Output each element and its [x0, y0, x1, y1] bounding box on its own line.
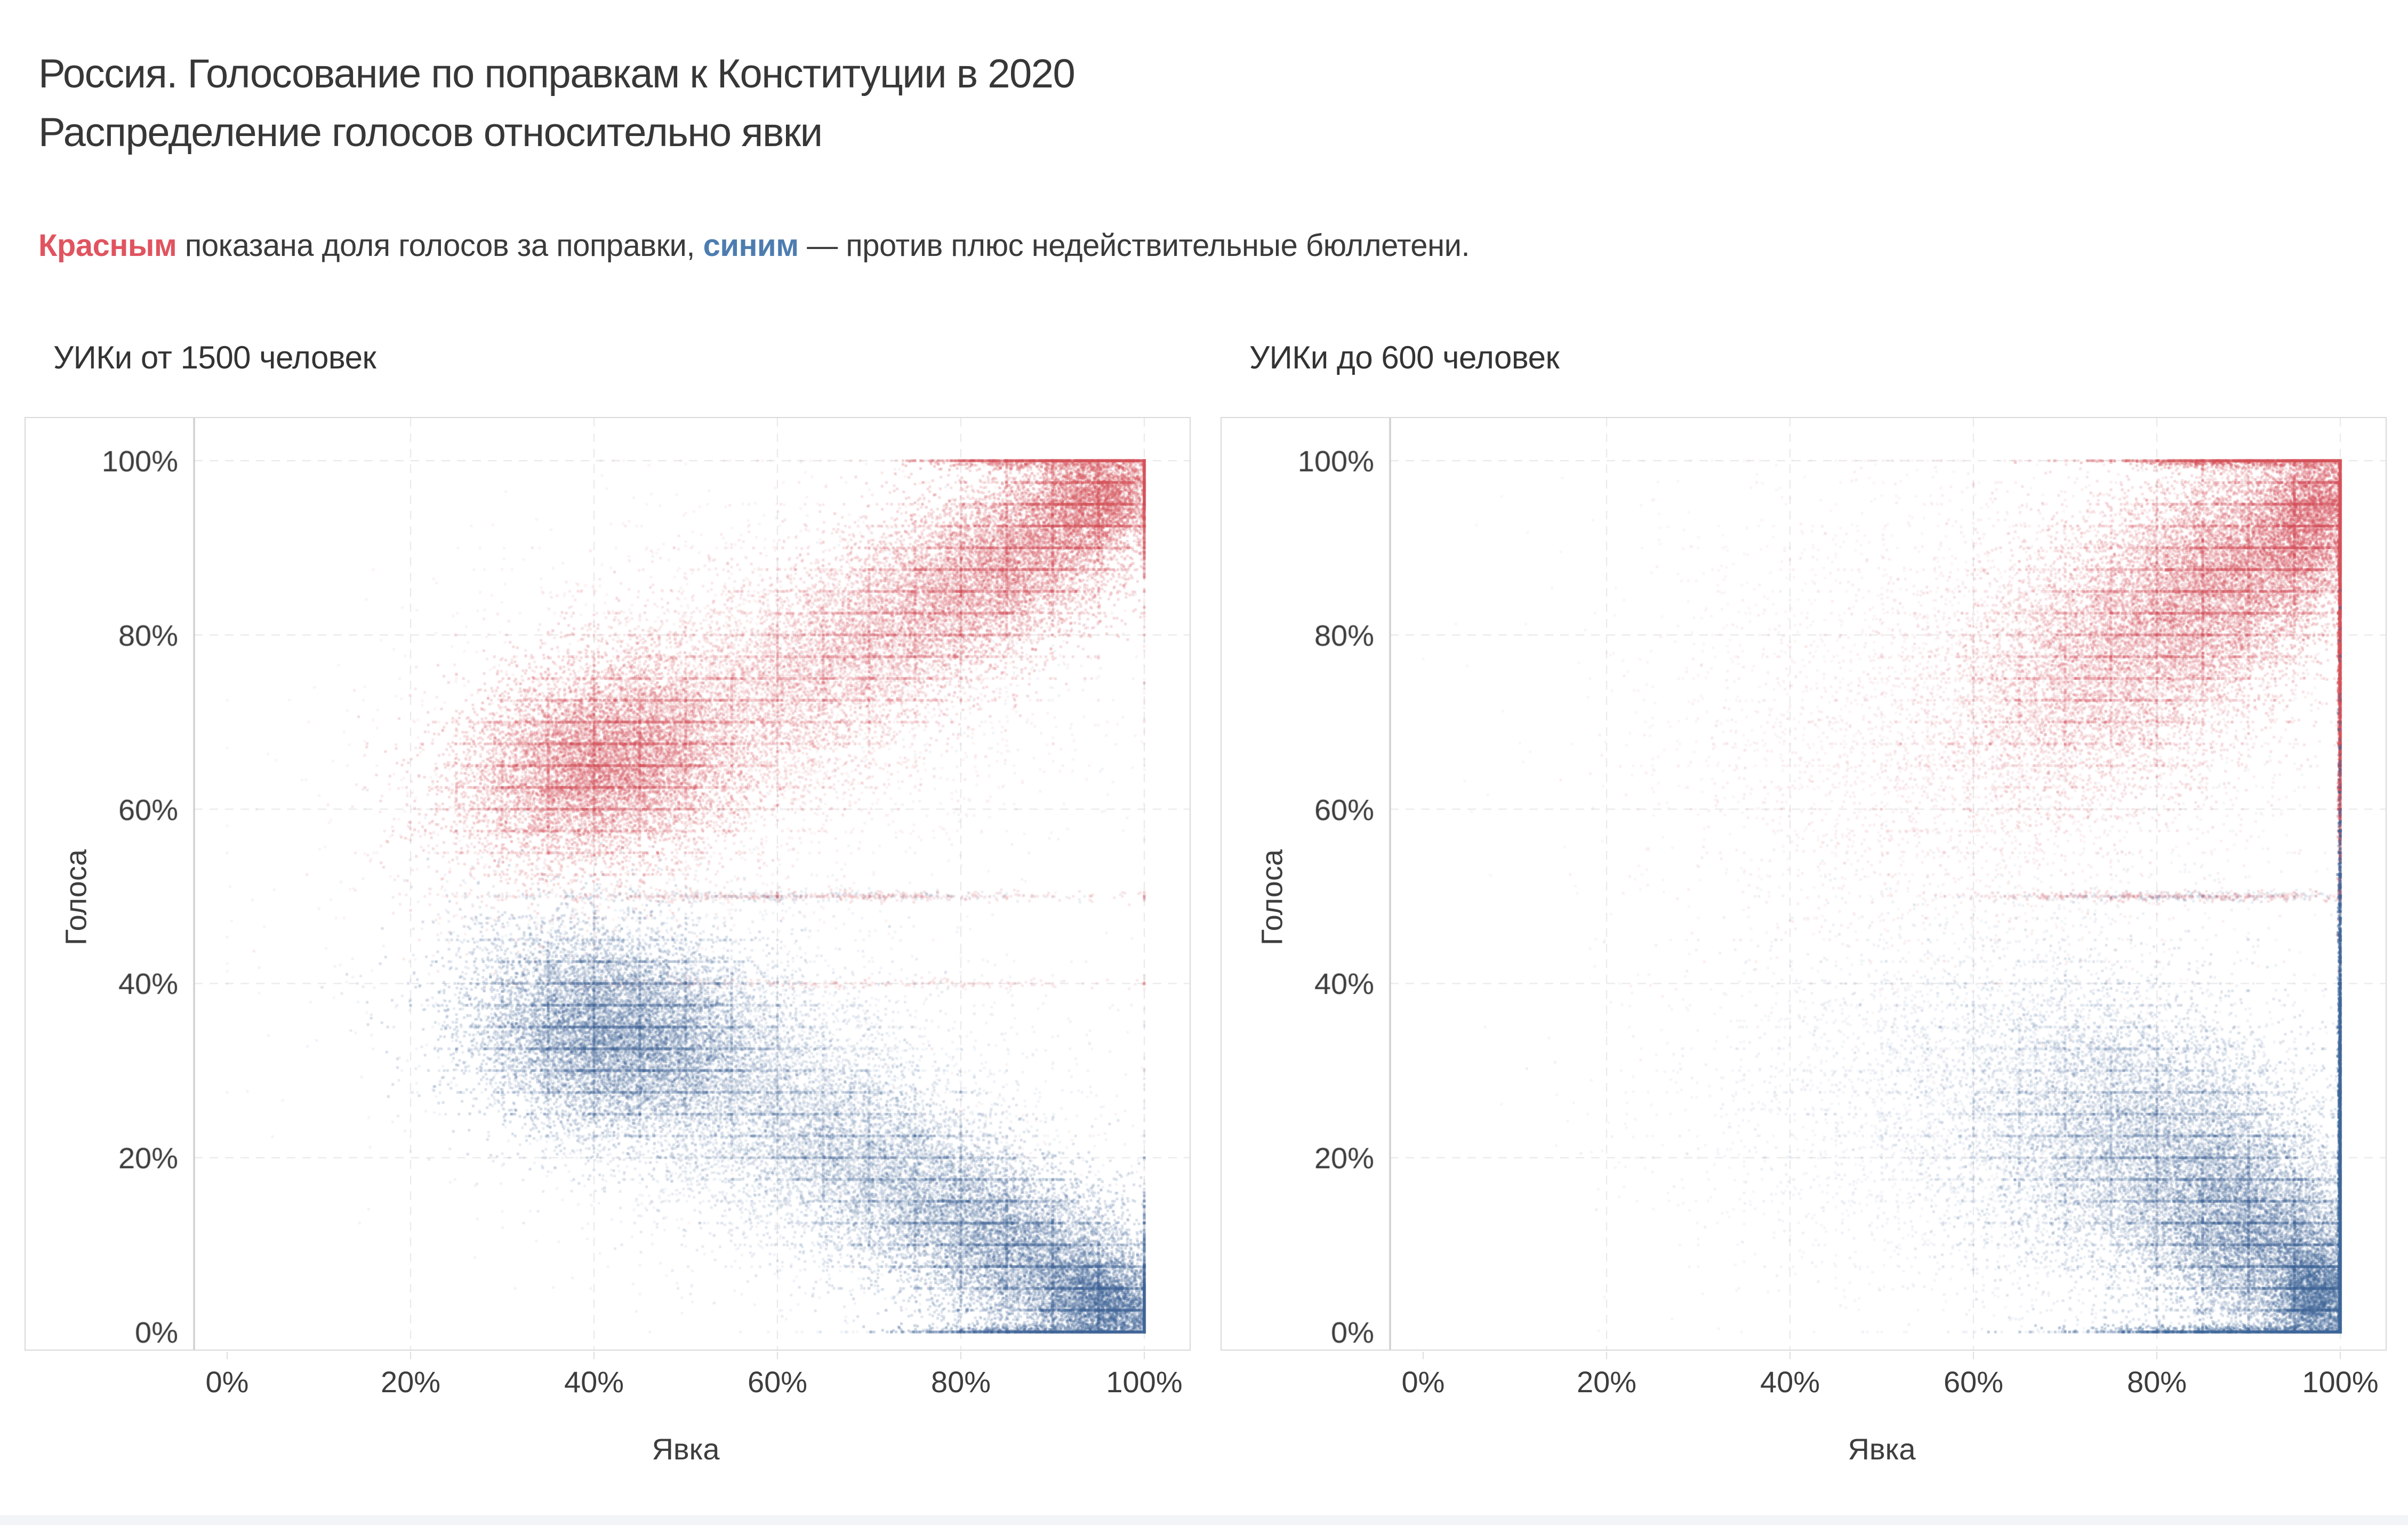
x-tick-mark [593, 1352, 595, 1359]
x-tick-label: 80% [930, 1365, 991, 1399]
x-tick-mark [1789, 1352, 1791, 1359]
page-title-line-1: Россия. Голосование по поправкам к Конст… [38, 51, 1075, 97]
chart-title-right: УИКи до 600 человек [1249, 340, 1560, 375]
chart-small-precincts: УИКи до 600 человек Голоса Явка 0% 20% 40%… [1221, 339, 2387, 1484]
x-tick-label: 40% [1760, 1365, 1820, 1399]
x-tick-mark [1423, 1352, 1424, 1359]
x-tick-label: 80% [2126, 1365, 2187, 1399]
chart-legend-sentence: Красным показана доля голосов за поправк… [38, 228, 1470, 263]
x-tick-mark [227, 1352, 228, 1359]
footer-strip [0, 1515, 2408, 1525]
x-tick-label: 100% [2302, 1365, 2379, 1399]
x-tick-label: 0% [205, 1365, 249, 1399]
x-tick-label: 20% [1576, 1365, 1637, 1399]
x-tick-label: 100% [1106, 1365, 1183, 1399]
x-tick-mark [777, 1352, 778, 1359]
legend-blue-word: синим [703, 228, 799, 263]
page-title-line-2: Распределение голосов относительно явки [38, 110, 823, 155]
page-header: Россия. Голосование по поправкам к Конст… [38, 45, 1470, 263]
y-axis-label-left: Голоса [59, 849, 93, 946]
x-tick-mark [410, 1352, 411, 1359]
chart-large-precincts: УИКи от 1500 человек Голоса Явка 0% 20% 40… [25, 339, 1191, 1484]
legend-red-word: Красным [38, 228, 177, 263]
x-tick-mark [2156, 1352, 2157, 1359]
x-tick-label: 60% [1943, 1365, 2004, 1399]
x-axis-label-left: Явка [652, 1432, 720, 1466]
chart-title-left: УИКи от 1500 человек [53, 340, 376, 375]
y-axis-label-right: Голоса [1255, 849, 1289, 946]
legend-mid-text: показана доля голосов за поправки, [176, 228, 703, 263]
charts-row: УИКи от 1500 человек Голоса Явка 0% 20% 40… [25, 339, 2387, 1484]
x-tick-label: 20% [380, 1365, 441, 1399]
legend-tail-text: — против плюс недействительные бюллетени… [798, 228, 1470, 263]
x-tick-mark [1144, 1352, 1145, 1359]
x-axis-strip-right: Явка 0% 20% 40% 60% 80% 100% [1221, 1351, 2387, 1484]
plot-panel-left: Голоса [25, 417, 1191, 1351]
x-axis-strip-left: Явка 0% 20% 40% 60% 80% 100% [25, 1351, 1191, 1484]
x-axis-label-right: Явка [1848, 1432, 1916, 1466]
x-tick-mark [1606, 1352, 1607, 1359]
x-tick-mark [2340, 1352, 2341, 1359]
scatter-canvas-left [26, 418, 1190, 1350]
scatter-canvas-right [1222, 418, 2386, 1350]
x-tick-mark [960, 1352, 961, 1359]
x-tick-mark [1973, 1352, 1974, 1359]
x-tick-label: 0% [1401, 1365, 1445, 1399]
plot-panel-right: Голоса [1221, 417, 2387, 1351]
x-tick-label: 40% [564, 1365, 624, 1399]
x-tick-label: 60% [747, 1365, 808, 1399]
